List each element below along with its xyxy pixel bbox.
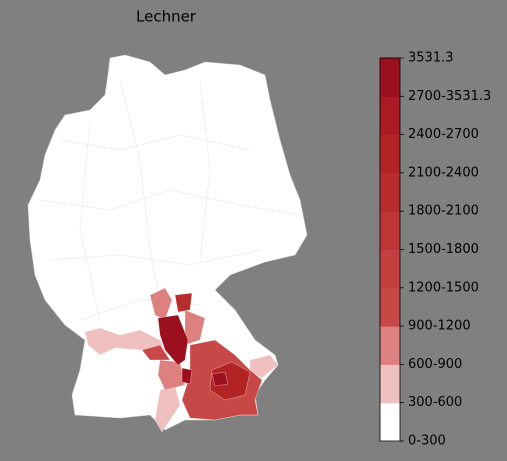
colorbar-band	[380, 211, 400, 250]
colorbar-label: 2100-2400	[408, 165, 479, 180]
colorbar-label: 600-900	[408, 357, 462, 372]
germany-map	[27, 54, 308, 433]
colorbar-label: 2700-3531.3	[408, 89, 491, 104]
colorbar-band	[380, 287, 400, 327]
colorbar-label: 1800-2100	[408, 204, 479, 219]
colorbar-band	[380, 402, 400, 442]
colorbar-band	[380, 249, 400, 289]
district-lines	[39, 79, 301, 321]
colorbar-band	[380, 326, 400, 365]
colorbar-band	[380, 172, 400, 212]
colorbar-label: 300-600	[408, 395, 462, 410]
colorbar: 0-300 300-600 600-900 900-1200 1200-1500 1500…	[379, 51, 491, 449]
colorbar-band	[380, 364, 400, 404]
colorbar-label: 0-300	[408, 434, 446, 449]
colorbar-label: 2400-2700	[408, 127, 479, 142]
colorbar-band	[380, 58, 400, 97]
colorbar-label: 1500-1800	[408, 242, 479, 257]
colorbar-label: 900-1200	[408, 319, 471, 334]
colorbar-label: 3531.3	[408, 51, 454, 66]
colorbar-label: 1200-1500	[408, 280, 479, 295]
district-shading	[84, 287, 279, 433]
colorbar-band	[380, 96, 400, 136]
map-title: Lechner	[136, 8, 197, 26]
colorbar-band	[380, 134, 400, 174]
